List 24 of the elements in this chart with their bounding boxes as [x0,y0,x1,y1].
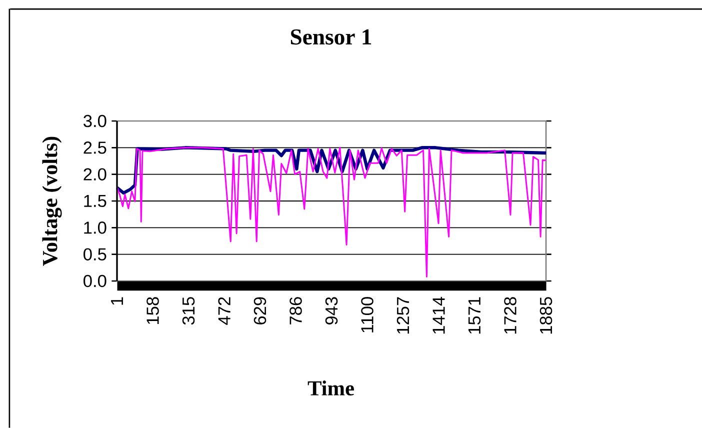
y-tick-label: 3.0 [84,114,106,128]
x-tick-label: 472 [218,297,230,325]
x-tick-label: 786 [290,297,302,324]
x-tick-label: 629 [254,297,266,324]
y-tick-label: 0.0 [84,274,106,288]
x-tick-label: 1 [111,297,123,305]
x-axis-title: Time [308,380,354,396]
x-tick-label: 315 [182,297,195,325]
y-tick-label: 0.5 [84,248,106,260]
x-tick-label: 1571 [468,297,481,334]
x-tick-label: 943 [325,297,338,324]
y-tick-label: 2.0 [84,168,106,180]
y-tick-label: 1.5 [84,194,106,208]
y-tick-label: 2.5 [84,142,106,154]
line-series [116,146,547,278]
x-tick-label: 1885 [540,297,552,334]
x-tick-label: 1257 [396,297,410,334]
x-tick-label: 158 [146,297,159,324]
x-tick-label: 1100 [361,297,374,332]
x-tick-label: 1414 [432,296,445,334]
y-axis-title: Voltage (volts) [42,136,62,266]
x-tick-label: 1728 [504,297,516,334]
chart-title: Sensor 1 [290,29,372,45]
y-tick-label: 1.0 [84,222,106,234]
